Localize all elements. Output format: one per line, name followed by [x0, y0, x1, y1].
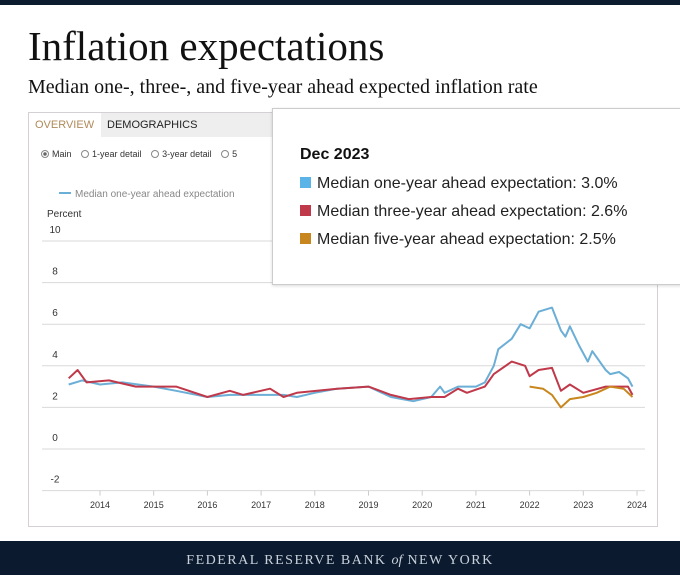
x-tick-label: 2024: [627, 500, 647, 510]
radio-3-year-detail[interactable]: 3-year detail: [151, 149, 212, 159]
x-tick-label: 2019: [358, 500, 378, 510]
one-year-swatch-icon: [300, 177, 311, 188]
x-tick-label: 2023: [573, 500, 593, 510]
footer-banner: FEDERAL RESERVE BANK of NEW YORK: [0, 541, 680, 575]
radio-5-year-detail[interactable]: 5: [221, 149, 237, 159]
y-tick-label: 2: [52, 391, 58, 402]
series-line-three-year: [68, 360, 634, 401]
page-title: Inflation expectations: [28, 23, 385, 69]
footer-text: FEDERAL RESERVE BANK: [186, 553, 392, 568]
x-tick-label: 2014: [90, 500, 110, 510]
y-tick-label: 8: [52, 267, 58, 278]
x-tick-label: 2020: [412, 500, 432, 510]
y-tick-label: -2: [51, 475, 60, 486]
three-year-swatch-icon: [300, 205, 311, 216]
radio-icon: [151, 150, 160, 158]
radio-label: 1-year detail: [92, 149, 142, 159]
tooltip-date: Dec 2023: [300, 146, 370, 163]
tooltip-row-one-year: Median one-year ahead expectation: 3.0%: [300, 175, 618, 193]
footer-text-of: of: [391, 553, 403, 568]
five-year-swatch-icon: [300, 233, 311, 244]
x-tick-label: 2022: [520, 500, 540, 510]
page-subtitle: Median one-, three-, and five-year ahead…: [28, 76, 538, 98]
y-axis-label: Percent: [47, 209, 82, 220]
radio-label: Main: [52, 149, 72, 159]
y-tick-label: 10: [49, 225, 61, 236]
tab-bar: OVERVIEW DEMOGRAPHICS: [29, 113, 657, 137]
tooltip-label: Median three-year ahead expectation: 2.6…: [317, 203, 628, 220]
radio-label: 5: [232, 149, 238, 159]
y-tick-label: 0: [52, 433, 58, 444]
x-tick-label: 2015: [144, 500, 164, 510]
radio-icon: [81, 150, 90, 158]
footer-text-end: NEW YORK: [402, 553, 494, 568]
view-radio-group: Main 1-year detail 3-year detail 5: [41, 149, 244, 159]
x-tick-label: 2016: [197, 500, 217, 510]
tooltip-label: Median five-year ahead expectation: 2.5%: [317, 231, 616, 248]
series-line-one-year: [68, 306, 634, 403]
chart-tooltip: Dec 2023 Median one-year ahead expectati…: [272, 108, 680, 285]
series-line-five-year: [529, 385, 634, 409]
x-tick-label: 2021: [466, 500, 486, 510]
y-tick-label: 6: [52, 308, 58, 319]
x-tick-label: 2018: [305, 500, 325, 510]
top-bar: [0, 0, 680, 5]
tooltip-label: Median one-year ahead expectation: 3.0%: [317, 175, 618, 192]
legend-swatch-one-year: [59, 192, 71, 194]
y-tick-label: 4: [52, 350, 58, 361]
tab-overview[interactable]: OVERVIEW: [29, 113, 101, 137]
radio-label: 3-year detail: [162, 149, 212, 159]
radio-1-year-detail[interactable]: 1-year detail: [81, 149, 142, 159]
x-tick-label: 2017: [251, 500, 271, 510]
tooltip-row-three-year: Median three-year ahead expectation: 2.6…: [300, 203, 627, 221]
legend-item-one-year[interactable]: Median one-year ahead expectation: [75, 189, 235, 200]
tab-demographics[interactable]: DEMOGRAPHICS: [101, 113, 283, 137]
radio-selected-icon: [41, 150, 49, 158]
radio-icon: [221, 150, 230, 158]
radio-main[interactable]: Main: [41, 149, 72, 159]
tooltip-row-five-year: Median five-year ahead expectation: 2.5%: [300, 231, 616, 249]
